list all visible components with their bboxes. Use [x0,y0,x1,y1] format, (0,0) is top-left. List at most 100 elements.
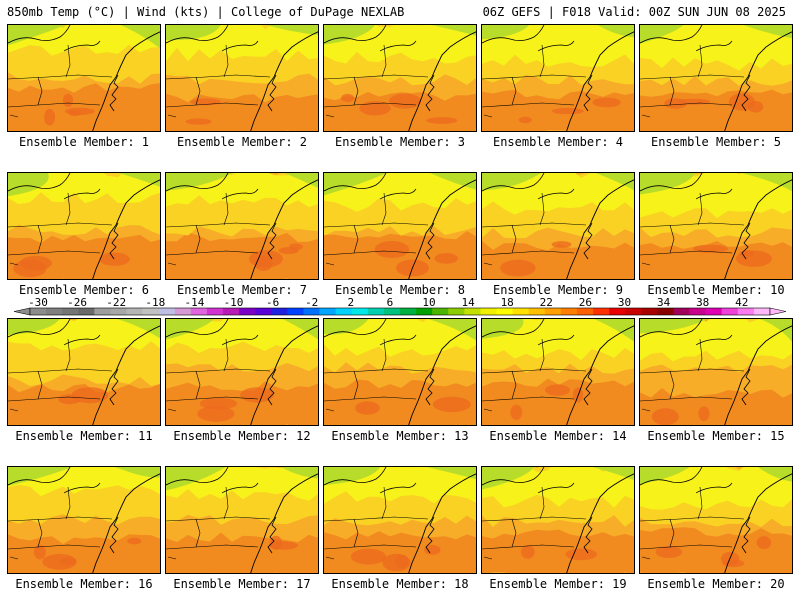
temperature-map [324,25,476,131]
color-swatch [560,308,578,315]
colorbar-tick-label: -18 [145,298,165,309]
color-swatch [367,308,385,315]
run-valid-time: 06Z GEFS | F018 Valid: 00Z SUN JUN 08 20… [482,5,786,19]
temperature-map [8,25,160,131]
ensemble-member-map [323,466,477,574]
color-swatch [62,308,79,315]
ensemble-member-label: Ensemble Member: 6 [18,283,150,297]
temperature-map [640,319,792,425]
color-swatch [319,308,336,315]
colorbar-tick-label: -22 [106,298,126,309]
color-swatch [544,308,562,315]
ensemble-member-label: Ensemble Member: 12 [173,429,311,443]
color-swatch [512,308,529,315]
colorbar-tick-label: 10 [422,298,435,309]
temperature-map [324,319,476,425]
ensemble-member-label: Ensemble Member: 3 [334,135,466,149]
ensemble-member-map [481,172,635,280]
ensemble-member-label: Ensemble Member: 19 [489,577,627,591]
color-swatch [576,308,594,315]
temperature-map [482,319,634,425]
ensemble-member-map [481,466,635,574]
temperature-map [324,467,476,573]
color-scale-bar: -30 -26 -22 -18 -14 -10 -6 -2 2 6 10 14 18 22 26 30 34 38… [13,298,787,316]
color-swatch [126,308,143,315]
colorbar-tick-label: 26 [579,298,592,309]
color-swatch [480,308,497,315]
temperature-map [8,173,160,279]
colorbar-tick-label: -14 [184,298,204,309]
ensemble-member-map [165,172,319,280]
ensemble-member-map [639,24,793,132]
colorbar-tick-label: 22 [540,298,553,309]
color-swatch [110,308,127,315]
color-swatch [383,308,401,315]
color-swatch [223,308,240,315]
ensemble-member-label: Ensemble Member: 2 [176,135,308,149]
ensemble-member-label: Ensemble Member: 8 [334,283,466,297]
ensemble-member-map [165,24,319,132]
colorbar-tick-label: -30 [28,298,48,309]
ensemble-member-label: Ensemble Member: 15 [647,429,785,443]
ensemble-member-label: Ensemble Member: 5 [650,135,782,149]
color-swatch [432,308,449,315]
temperature-map [482,173,634,279]
color-swatch [303,308,320,315]
temperature-map [482,467,634,573]
color-swatch [190,308,208,315]
temperature-map [324,173,476,279]
temperature-map [8,319,160,425]
colorbar-tick-label: 30 [618,298,631,309]
ensemble-member-map [7,466,161,574]
ensemble-member-label: Ensemble Member: 13 [331,429,469,443]
color-swatch [657,308,674,315]
color-swatch [721,308,739,315]
colorbar-tick-label: -10 [224,298,244,309]
color-swatch [641,308,658,315]
temperature-map [166,319,318,425]
color-swatch [593,308,610,315]
colorbar-tick-label: 34 [657,298,671,309]
ensemble-member-label: Ensemble Member: 7 [176,283,308,297]
color-swatch [78,308,95,315]
color-swatch [625,308,642,315]
temperature-map [8,467,160,573]
colorbar-tick-label: -6 [266,298,279,309]
temperature-map [482,25,634,131]
color-swatch [30,308,47,315]
color-swatch [351,308,369,315]
color-swatch [46,308,63,315]
colorbar-tick-label: 42 [735,298,748,309]
color-swatch [206,308,224,315]
color-swatch [174,308,192,315]
ensemble-member-label: Ensemble Member: 9 [492,283,624,297]
ensemble-member-map [323,318,477,426]
ensemble-member-map [7,24,161,132]
ensemble-member-map [481,318,635,426]
color-swatch [705,308,723,315]
colorbar-tick-label: 18 [501,298,514,309]
chart-title: 850mb Temp (°C) | Wind (kts) | College o… [7,5,405,19]
temperature-map [166,173,318,279]
ensemble-member-label: Ensemble Member: 17 [173,577,311,591]
temperature-map [640,467,792,573]
color-swatch [335,308,353,315]
color-swatch [689,308,706,315]
colorbar-tick-label: 38 [696,298,709,309]
colorbar-tick-label: 6 [387,298,394,309]
ensemble-member-map [481,24,635,132]
ensemble-member-map [639,466,793,574]
color-swatch [255,308,272,315]
color-swatch [448,308,465,315]
colorbar-tick-label: 14 [461,298,475,309]
ensemble-member-label: Ensemble Member: 1 [18,135,150,149]
ensemble-member-label: Ensemble Member: 16 [15,577,153,591]
ensemble-member-map [7,172,161,280]
ensemble-member-label: Ensemble Member: 18 [331,577,469,591]
temperature-map [640,25,792,131]
ensemble-member-map [323,24,477,132]
ensemble-member-map [7,318,161,426]
color-swatch [737,308,755,315]
ensemble-member-label: Ensemble Member: 4 [492,135,624,149]
ensemble-member-label: Ensemble Member: 20 [647,577,785,591]
